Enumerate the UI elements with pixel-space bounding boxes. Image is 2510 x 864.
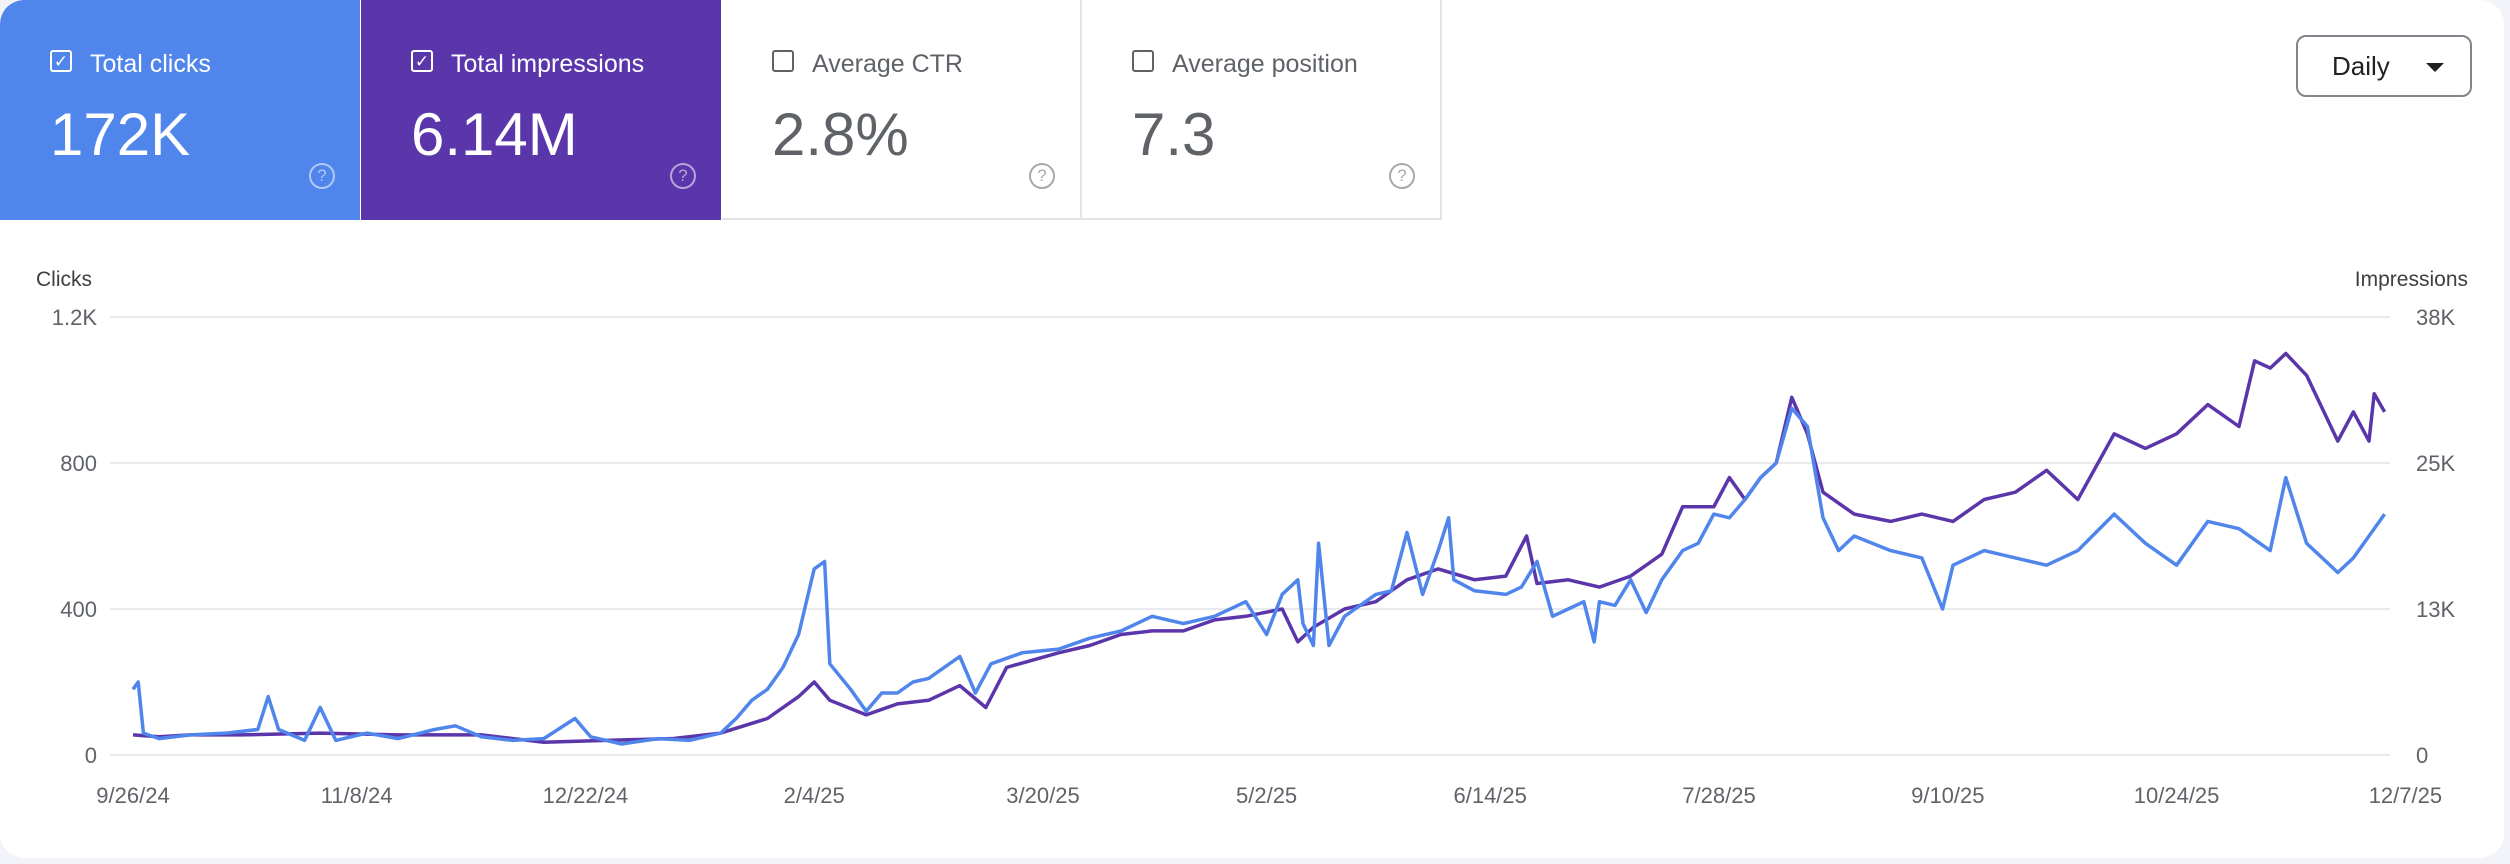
- help-icon[interactable]: ?: [670, 163, 696, 189]
- x-tick-label: 12/7/25: [2369, 783, 2442, 808]
- right-tick-label: 25K: [2416, 451, 2455, 476]
- metric-value: 2.8%: [772, 101, 909, 168]
- help-icon[interactable]: ?: [309, 163, 335, 189]
- metric-label-text: Total impressions: [451, 50, 645, 78]
- x-tick-label: 11/8/24: [321, 783, 393, 808]
- x-tick-label: 7/28/25: [1682, 783, 1755, 808]
- metric-card-total-clicks[interactable]: ✓ Total clicks 172K ?: [0, 0, 360, 220]
- metric-label-text: Average CTR: [812, 50, 963, 78]
- metric-label: ✓ Total clicks: [50, 50, 211, 79]
- metric-label-text: Average position: [1172, 50, 1358, 78]
- x-tick-label: 3/20/25: [1006, 783, 1079, 808]
- series-line-impressions: [132, 351, 2387, 744]
- metric-label: Average CTR: [772, 50, 963, 79]
- x-tick-label: 6/14/25: [1453, 783, 1526, 808]
- metric-card-total-impressions[interactable]: ✓ Total impressions 6.14M ?: [361, 0, 721, 220]
- metric-value: 6.14M: [411, 101, 578, 168]
- checkbox-icon[interactable]: [1132, 50, 1154, 72]
- granularity-label: Daily: [2332, 50, 2390, 81]
- right-tick-label: 38K: [2416, 305, 2455, 330]
- left-tick-label: 800: [60, 451, 97, 476]
- left-tick-label: 1.2K: [52, 305, 98, 330]
- checkbox-checked-icon[interactable]: ✓: [50, 50, 72, 72]
- checkbox-checked-icon[interactable]: ✓: [411, 50, 433, 72]
- series-line-clicks: [131, 406, 2387, 746]
- x-tick-label: 5/2/25: [1236, 783, 1297, 808]
- right-axis-title: Impressions: [2354, 268, 2468, 291]
- x-tick-label: 2/4/25: [784, 783, 845, 808]
- metric-card-average-position[interactable]: Average position 7.3 ?: [1082, 0, 1442, 220]
- right-tick-label: 13K: [2416, 597, 2455, 622]
- metric-card-average-ctr[interactable]: Average CTR 2.8% ?: [722, 0, 1082, 220]
- granularity-dropdown[interactable]: Daily: [2296, 35, 2472, 97]
- metric-value: 7.3: [1132, 101, 1216, 168]
- left-tick-label: 0: [85, 743, 97, 768]
- metric-label: Average position: [1132, 50, 1358, 79]
- checkbox-icon[interactable]: [772, 50, 794, 72]
- metric-value: 172K: [50, 101, 191, 168]
- metric-label: ✓ Total impressions: [411, 50, 645, 79]
- x-tick-label: 12/22/24: [543, 783, 629, 808]
- help-icon[interactable]: ?: [1389, 163, 1415, 189]
- dropdown-arrow-icon: [2426, 63, 2444, 72]
- help-icon[interactable]: ?: [1029, 163, 1055, 189]
- left-axis-title: Clicks: [36, 268, 92, 291]
- x-tick-label: 10/24/25: [2134, 783, 2220, 808]
- x-tick-label: 9/26/24: [96, 783, 169, 808]
- x-tick-label: 9/10/25: [1911, 783, 1984, 808]
- left-tick-label: 400: [60, 597, 97, 622]
- right-tick-label: 0: [2416, 743, 2428, 768]
- metric-label-text: Total clicks: [90, 50, 211, 78]
